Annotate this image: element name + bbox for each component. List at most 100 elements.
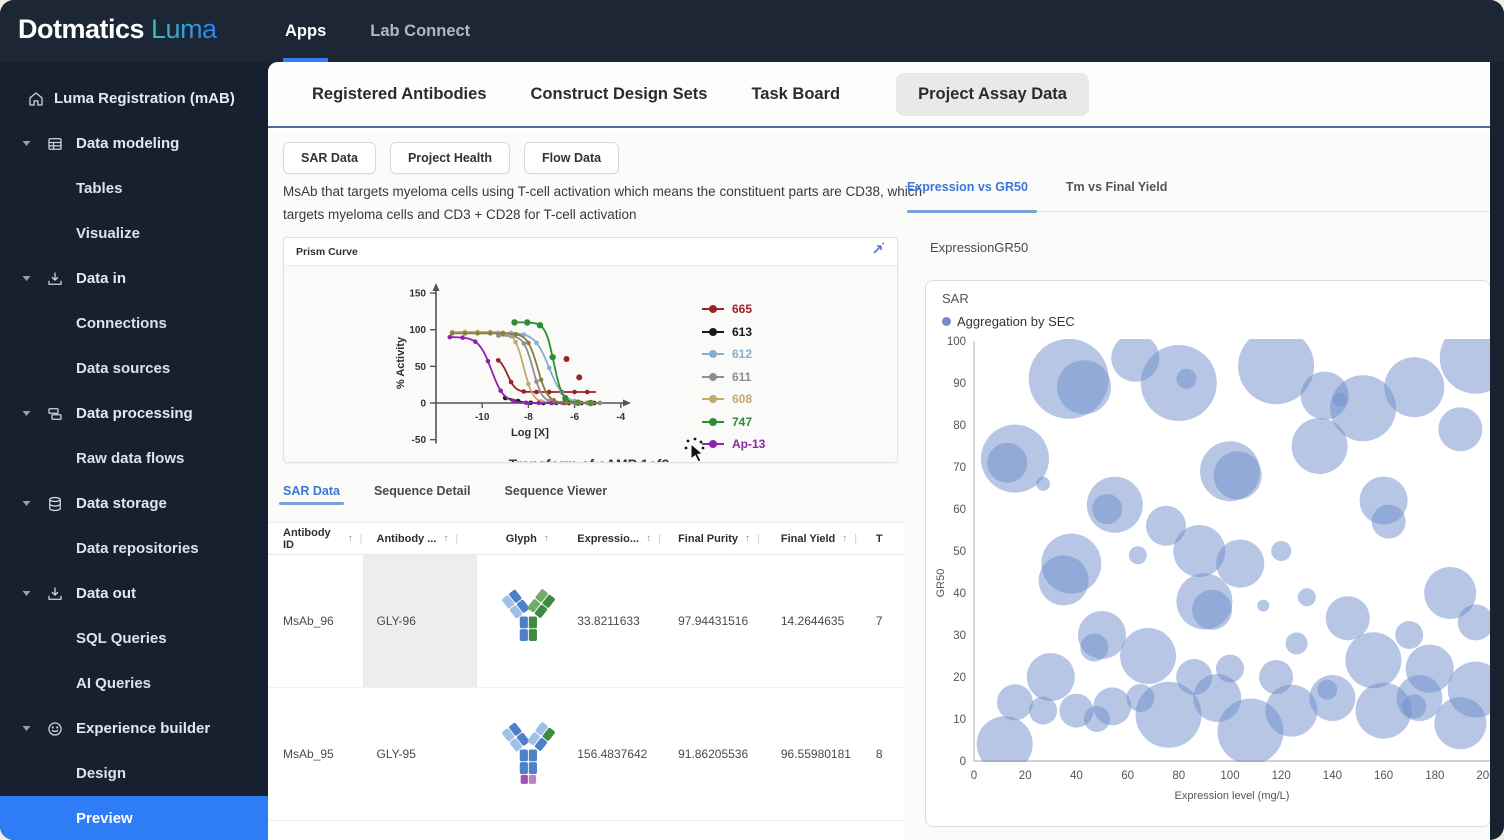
svg-text:0: 0 bbox=[971, 770, 977, 782]
legend-marker-icon bbox=[702, 372, 724, 381]
sidebar-item-label: Connections bbox=[76, 315, 167, 332]
download-tray-icon bbox=[46, 270, 66, 288]
sidebar-item-home[interactable]: Luma Registration (mAB) bbox=[0, 76, 268, 121]
svg-text:-6: -6 bbox=[570, 412, 579, 423]
sidebar-item-raw-data-flows[interactable]: Raw data flows bbox=[0, 436, 268, 481]
sidebar-item-label: AI Queries bbox=[76, 675, 152, 692]
svg-text:0: 0 bbox=[420, 399, 426, 410]
project-description: MsAb that targets myeloma cells using T-… bbox=[283, 184, 923, 222]
sort-arrow-icon[interactable]: ↑ bbox=[347, 533, 353, 544]
sort-arrow-icon[interactable]: ↑ bbox=[646, 533, 651, 544]
sidebar-group-data-storage[interactable]: Data storage bbox=[0, 481, 268, 526]
tab-sequence-detail[interactable]: Sequence Detail bbox=[373, 484, 471, 498]
sidebar-group-data-processing[interactable]: Data processing bbox=[0, 391, 268, 436]
column-header-t[interactable]: T bbox=[876, 533, 905, 545]
sidebar-item-label: Design bbox=[76, 765, 127, 782]
bubble-chart-legend: Aggregation by SEC bbox=[942, 314, 1075, 329]
column-header-final-purity[interactable]: Final Purity ↑ | bbox=[678, 533, 781, 545]
chip-sar-data[interactable]: SAR Data bbox=[283, 142, 376, 174]
legend-item-612: 612 bbox=[702, 343, 765, 366]
chevron-down-icon[interactable] bbox=[22, 275, 32, 282]
sort-arrow-icon[interactable]: ↑ bbox=[842, 533, 848, 544]
svg-text:150: 150 bbox=[409, 289, 426, 300]
tab-project-assay-data[interactable]: Project Assay Data bbox=[896, 72, 1089, 116]
chart-view-tabs: Expression vs GR50 Tm vs Final Yield bbox=[907, 180, 1167, 194]
svg-text:60: 60 bbox=[1121, 770, 1134, 782]
chevron-down-icon[interactable] bbox=[22, 140, 32, 147]
tab-task-board[interactable]: Task Board bbox=[751, 84, 841, 103]
sidebar-item-visualize[interactable]: Visualize bbox=[0, 211, 268, 256]
column-header-antibody-[interactable]: Antibody ... ↑ | bbox=[363, 533, 478, 545]
sidebar-item-tables[interactable]: Tables bbox=[0, 166, 268, 211]
expand-icon[interactable] bbox=[871, 242, 885, 261]
sidebar-item-sql-queries[interactable]: SQL Queries bbox=[0, 616, 268, 661]
sidebar-group-data-modeling[interactable]: Data modeling bbox=[0, 121, 268, 166]
chevron-down-icon[interactable] bbox=[22, 725, 32, 732]
sort-arrow-icon[interactable]: ↑ bbox=[443, 533, 449, 544]
column-divider: | bbox=[359, 532, 363, 545]
svg-text:% Activity: % Activity bbox=[395, 336, 407, 389]
column-label: Antibody ID bbox=[283, 526, 331, 551]
sidebar-group-experience-builder[interactable]: Experience builder bbox=[0, 706, 268, 751]
sidebar-item-preview[interactable]: Preview bbox=[0, 796, 268, 840]
legend-dot bbox=[709, 417, 717, 426]
column-header-final-yield[interactable]: Final Yield ↑ | bbox=[781, 533, 876, 545]
active-tab-underline bbox=[907, 209, 1037, 213]
table-row[interactable]: MsAb_96 GLY-96 33.8211633 97.94431516 14.264… bbox=[268, 555, 905, 688]
bubble-chart-title: SAR bbox=[942, 291, 969, 306]
topnav-item-apps[interactable]: Apps bbox=[282, 0, 329, 62]
sidebar-item-data-repositories[interactable]: Data repositories bbox=[0, 526, 268, 571]
column-header-antibody-id[interactable]: Antibody ID ↑ | bbox=[268, 527, 363, 551]
chip-project-health[interactable]: Project Health bbox=[389, 142, 511, 174]
filter-chips: SAR Data Project Health Flow Data bbox=[283, 142, 620, 174]
svg-text:50: 50 bbox=[953, 546, 966, 558]
legend-dot bbox=[709, 440, 717, 449]
sidebar-item-data-sources[interactable]: Data sources bbox=[0, 346, 268, 391]
legend-label: 611 bbox=[732, 369, 752, 384]
expression-gr50-title: ExpressionGR50 bbox=[930, 240, 1029, 255]
chevron-down-icon[interactable] bbox=[22, 590, 32, 597]
tab-construct-design-sets[interactable]: Construct Design Sets bbox=[530, 84, 708, 103]
sidebar-group-label: Data modeling bbox=[76, 135, 180, 152]
tab-sequence-viewer[interactable]: Sequence Viewer bbox=[504, 484, 608, 498]
sidebar-item-connections[interactable]: Connections bbox=[0, 301, 268, 346]
prism-legend: 665 613 612 611 608 747 Ap-13 Ap-36 bbox=[702, 298, 765, 462]
tab-sar-data[interactable]: SAR Data bbox=[279, 484, 344, 505]
table-row[interactable]: MsAb_94GLY-94 bbox=[268, 821, 905, 840]
column-divider: | bbox=[455, 532, 459, 545]
legend-item-613: 613 bbox=[702, 321, 765, 344]
legend-marker-icon bbox=[702, 305, 724, 314]
sidebar-group-data-out[interactable]: Data out bbox=[0, 571, 268, 616]
legend-dot bbox=[709, 350, 717, 359]
svg-text:70: 70 bbox=[953, 462, 966, 474]
chevron-down-icon[interactable] bbox=[22, 410, 32, 417]
sidebar-item-ai-queries[interactable]: AI Queries bbox=[0, 661, 268, 706]
tab-tm-vs-final-yield[interactable]: Tm vs Final Yield bbox=[1065, 180, 1168, 194]
legend-item-608: 608 bbox=[702, 388, 765, 411]
column-header-glyph[interactable]: Glyph ↑ bbox=[477, 533, 577, 545]
sort-arrow-icon[interactable]: ↑ bbox=[543, 533, 549, 544]
svg-text:200: 200 bbox=[1476, 770, 1490, 782]
svg-text:40: 40 bbox=[1070, 770, 1083, 782]
chevron-down-icon[interactable] bbox=[22, 500, 32, 507]
topnav-item-lab-connect[interactable]: Lab Connect bbox=[370, 21, 471, 40]
table-tabs: SAR Data Sequence Detail Sequence Viewer bbox=[279, 484, 608, 505]
top-navigation: Apps Lab Connect bbox=[282, 0, 471, 62]
sidebar-item-design[interactable]: Design bbox=[0, 751, 268, 796]
sort-arrow-icon[interactable]: ↑ bbox=[744, 533, 750, 544]
svg-text:20: 20 bbox=[953, 672, 966, 684]
sidebar-home-label: Luma Registration (mAB) bbox=[54, 90, 235, 107]
table-row[interactable]: MsAb_95 GLY-95 156.4837642 91.86205536 96.55… bbox=[268, 688, 905, 821]
sidebar-navigation: Luma Registration (mAB) Data modeling Tabl… bbox=[0, 62, 268, 840]
cell-antibody-2: GLY-96 bbox=[362, 555, 478, 687]
column-header-expressio-[interactable]: Expressio... ↑ | bbox=[577, 533, 678, 545]
tab-expression-vs-gr50[interactable]: Expression vs GR50 bbox=[907, 180, 1028, 194]
legend-label: 608 bbox=[732, 392, 753, 407]
chip-flow-data[interactable]: Flow Data bbox=[524, 142, 620, 174]
tab-registered-antibodies[interactable]: Registered Antibodies bbox=[312, 84, 487, 103]
sidebar-group-data-in[interactable]: Data in bbox=[0, 256, 268, 301]
sidebar-group-label: Data storage bbox=[76, 495, 167, 512]
antibody-glyph-icon bbox=[502, 722, 556, 784]
legend-label: Ap-36 bbox=[732, 460, 765, 462]
